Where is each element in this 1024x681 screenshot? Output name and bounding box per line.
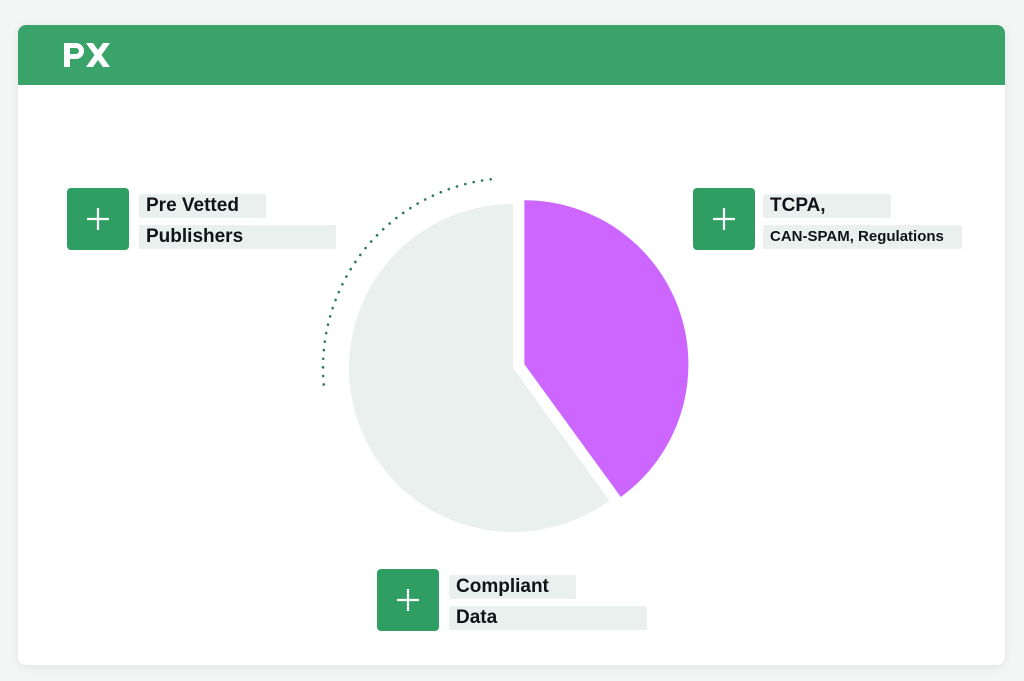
pie-slice <box>348 204 610 532</box>
callout-label-line-1: TCPA, <box>763 194 891 218</box>
header-bar <box>18 25 1005 85</box>
plus-icon <box>713 208 735 230</box>
pie-chart <box>321 177 689 532</box>
pie-slice <box>524 200 689 497</box>
px-logo-icon <box>64 43 110 67</box>
diagram-card: Pre Vetted Publishers TCPA, CAN-SPAM, Re… <box>18 25 1005 665</box>
callout-label-line-2: Publishers <box>139 225 336 249</box>
callout-label-line-2: Data <box>449 606 647 630</box>
plus-icon <box>87 208 109 230</box>
callout-label-line-1: Compliant <box>449 575 576 599</box>
plus-button[interactable] <box>693 188 755 250</box>
plus-button[interactable] <box>67 188 129 250</box>
plus-button[interactable] <box>377 569 439 631</box>
callout-label-line-1: Pre Vetted <box>139 194 266 218</box>
dotted-arc <box>321 177 498 386</box>
callout-label-line-2: CAN-SPAM, Regulations <box>763 225 962 249</box>
plus-icon <box>397 589 419 611</box>
